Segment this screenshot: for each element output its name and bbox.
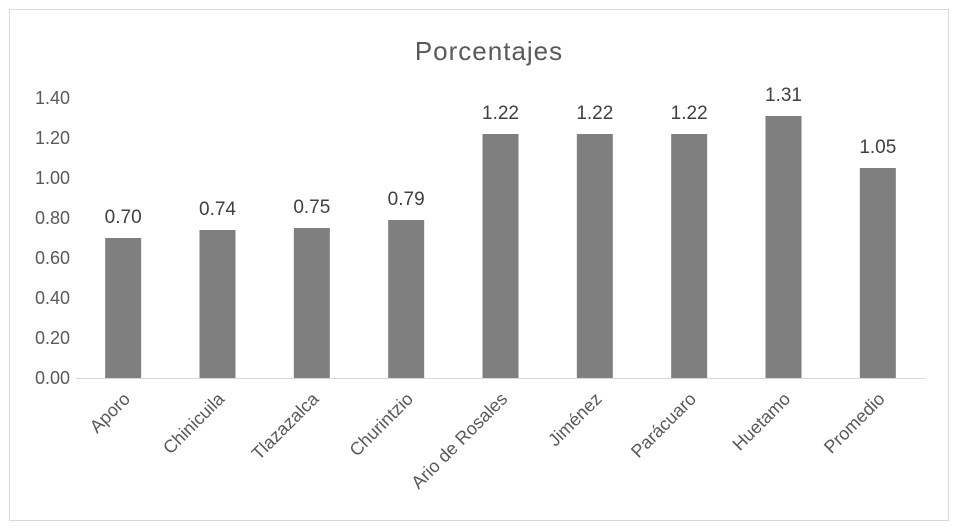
y-axis: 0.00 0.20 0.40 0.60 0.80 1.00 1.20 1.40 bbox=[35, 88, 70, 388]
bar bbox=[765, 116, 802, 378]
y-tick-label: 1.20 bbox=[35, 128, 70, 148]
y-tick-label: 0.40 bbox=[35, 288, 70, 308]
data-label: 1.22 bbox=[576, 103, 613, 124]
data-label: 0.75 bbox=[293, 197, 330, 218]
bar bbox=[576, 134, 613, 378]
data-label: 1.22 bbox=[482, 103, 519, 124]
bars: 0.70 0.74 0.75 0.79 1.22 1.22 1.22 1.31 1.05 bbox=[105, 85, 896, 378]
bar bbox=[671, 134, 708, 378]
x-tick-label: Tlazazalca bbox=[248, 388, 324, 464]
data-label: 0.74 bbox=[199, 199, 236, 220]
x-tick-label: Aporo bbox=[86, 389, 134, 437]
bar bbox=[859, 168, 896, 378]
y-tick-label: 0.60 bbox=[35, 248, 70, 268]
y-tick-label: 0.00 bbox=[35, 368, 70, 388]
y-tick-label: 1.40 bbox=[35, 88, 70, 108]
data-label: 0.70 bbox=[105, 207, 142, 228]
chart-title: Porcentajes bbox=[415, 36, 563, 66]
bar bbox=[293, 228, 330, 378]
x-tick-label: Churintzio bbox=[346, 389, 417, 460]
y-tick-label: 0.80 bbox=[35, 208, 70, 228]
data-label: 1.22 bbox=[671, 103, 708, 124]
x-tick-label: Chinicuila bbox=[159, 388, 229, 458]
y-tick-label: 1.00 bbox=[35, 168, 70, 188]
x-tick-label: Parácuaro bbox=[627, 389, 700, 462]
y-tick-label: 0.20 bbox=[35, 328, 70, 348]
bar bbox=[199, 230, 236, 378]
x-tick-label: Ario de Rosales bbox=[407, 389, 511, 493]
bar bbox=[105, 238, 142, 378]
x-tick-label: Promedio bbox=[820, 389, 889, 458]
x-tick-label: Huetamo bbox=[729, 389, 795, 455]
bar bbox=[388, 220, 425, 378]
x-tick-label: Jiménez bbox=[544, 389, 606, 451]
x-axis: Aporo Chinicuila Tlazazalca ChurintzioArio … bbox=[76, 378, 925, 493]
data-label: 1.31 bbox=[765, 85, 802, 106]
bar bbox=[482, 134, 519, 378]
data-label: 1.05 bbox=[859, 137, 896, 158]
data-label: 0.79 bbox=[388, 189, 425, 210]
